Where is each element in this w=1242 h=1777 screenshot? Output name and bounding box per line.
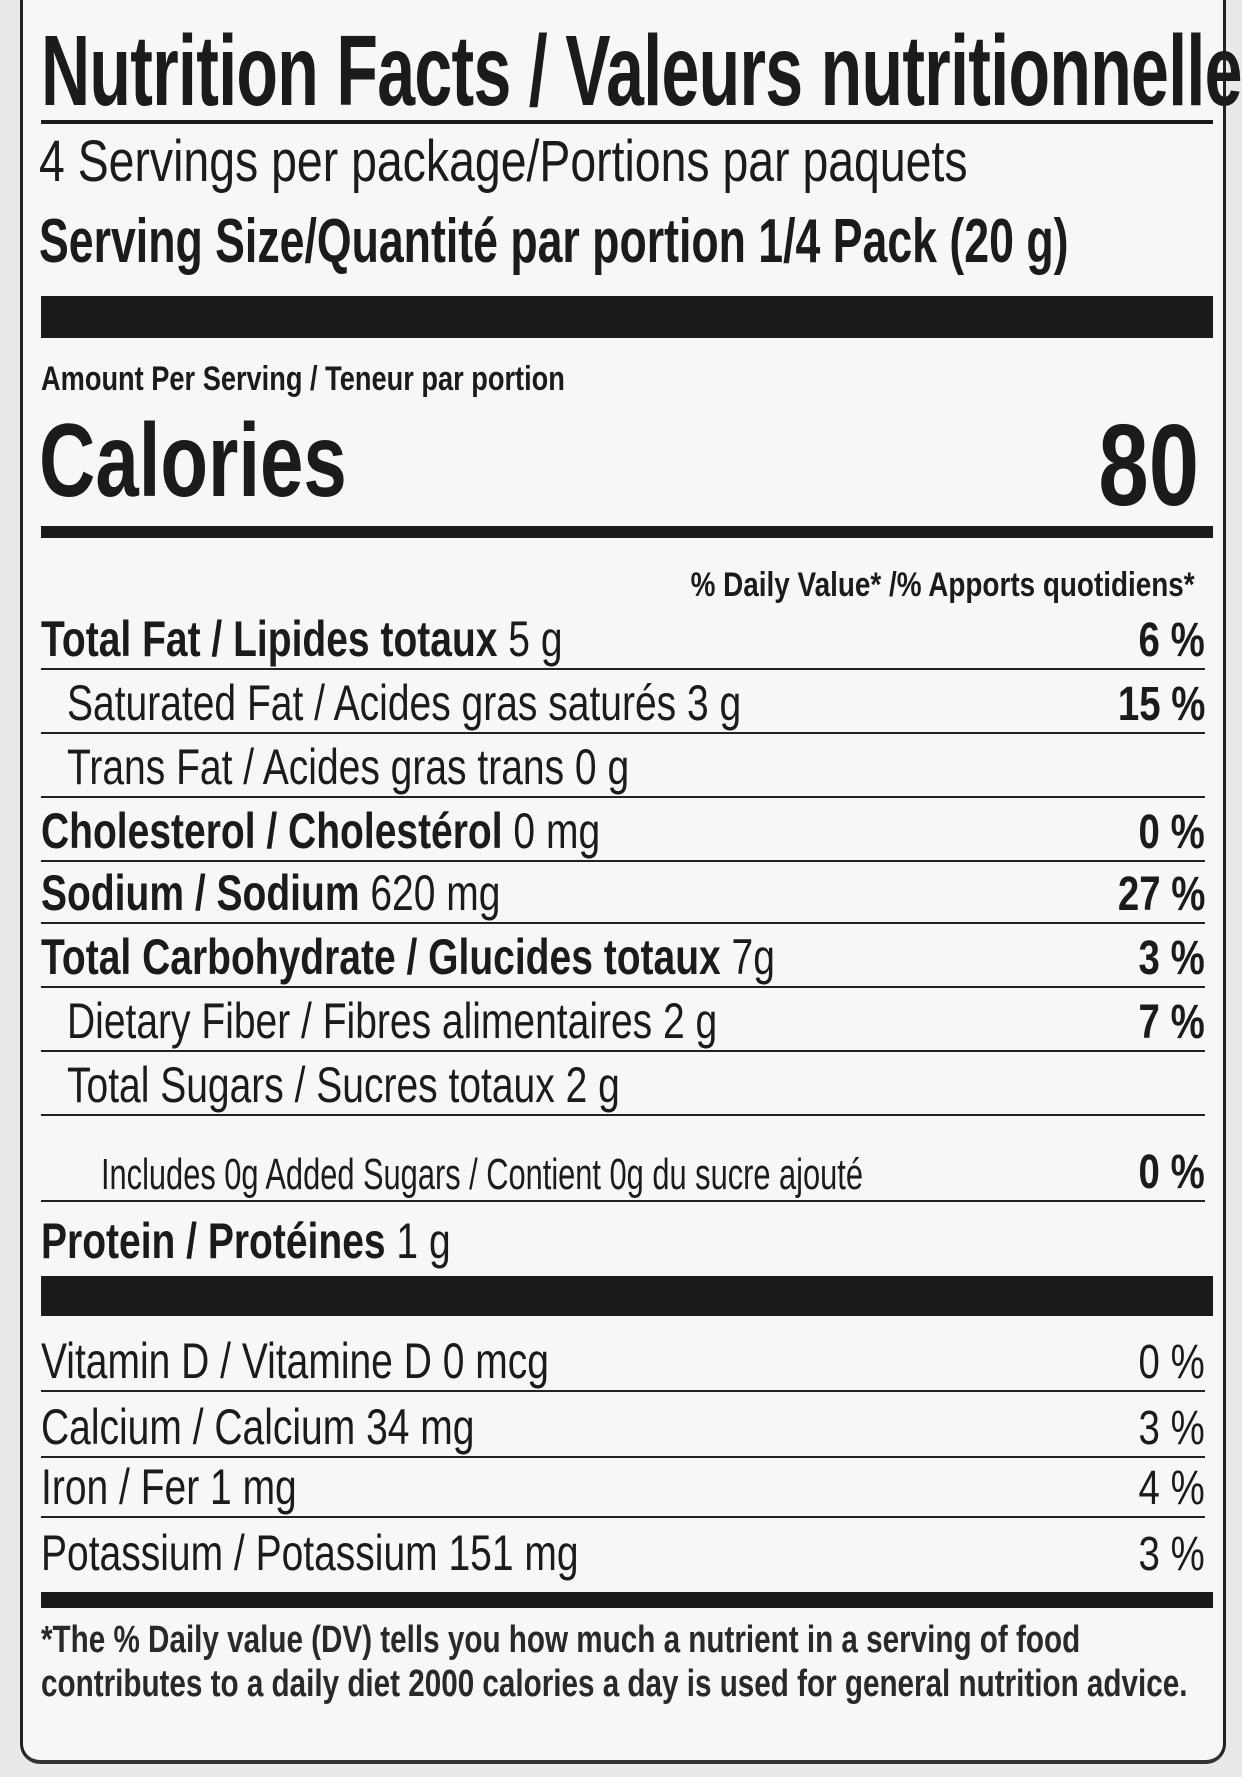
nutrient-amount: 1 g	[385, 1213, 451, 1269]
nutrient-row-cholesterol: Cholesterol / Cholestérol 0 mg 0 %	[41, 800, 1205, 862]
daily-value: 3 %	[1138, 1402, 1205, 1455]
vitamin-name: Iron / Fer 1 mg	[41, 1459, 297, 1515]
nutrient-amount: 5 g	[497, 611, 563, 667]
vitamin-row-calcium: Calcium / Calcium 34 mg 3 %	[41, 1396, 1205, 1458]
nutrient-amount: 0 mg	[502, 803, 601, 859]
nutrient-name: Protein / Protéines	[41, 1213, 386, 1269]
footnote: *The % Daily value (DV) tells you how mu…	[41, 1619, 1188, 1705]
daily-value: 0 %	[1138, 1336, 1205, 1389]
nutrient-amount: 7g	[720, 929, 775, 985]
nutrient-name: Saturated Fat / Acides gras saturés 3 g	[67, 675, 742, 731]
daily-value-header: % Daily Value* /% Apports quotidiens*	[690, 566, 1195, 604]
nutrient-name: Total Fat / Lipides totaux	[41, 611, 498, 667]
nutrient-row-carbohydrate: Total Carbohydrate / Glucides totaux 7g 3…	[41, 926, 1205, 988]
nutrient-row-trans-fat: Trans Fat / Acides gras trans 0 g	[41, 736, 1205, 798]
daily-value: 0 %	[1138, 806, 1205, 859]
medium-divider	[41, 1592, 1213, 1608]
nutrient-row-sugars: Total Sugars / Sucres totaux 2 g	[41, 1054, 1205, 1116]
nutrient-row-protein: Protein / Protéines 1 g	[41, 1210, 1205, 1270]
label-title: Nutrition Facts / Valeurs nutritionnelle…	[41, 15, 1242, 127]
nutrient-name: Dietary Fiber / Fibres alimentaires 2 g	[67, 993, 718, 1049]
daily-value: 3 %	[1138, 932, 1205, 985]
nutrient-row-added-sugars: Includes 0g Added Sugars / Contient 0g d…	[41, 1130, 1205, 1202]
daily-value: 0 %	[1138, 1146, 1205, 1199]
calories-label: Calories	[39, 403, 347, 519]
medium-divider	[41, 526, 1213, 538]
daily-value: 7 %	[1138, 996, 1205, 1049]
vitamin-name: Potassium / Potassium 151 mg	[41, 1525, 579, 1581]
nutrient-name: Total Sugars / Sucres totaux 2 g	[67, 1057, 620, 1113]
thick-divider	[41, 296, 1213, 338]
nutrient-name: Cholesterol / Cholestérol	[41, 803, 503, 859]
thick-divider	[41, 1276, 1213, 1316]
serving-size: Serving Size/Quantité par portion 1/4 Pa…	[39, 207, 1069, 276]
daily-value: 27 %	[1117, 868, 1205, 921]
nutrient-row-total-fat: Total Fat / Lipides totaux 5 g 6 %	[41, 608, 1205, 670]
nutrient-name: Trans Fat / Acides gras trans 0 g	[67, 739, 630, 795]
vitamin-name: Vitamin D / Vitamine D 0 mcg	[41, 1333, 549, 1389]
nutrient-row-sodium: Sodium / Sodium 620 mg 27 %	[41, 862, 1205, 924]
nutrient-name: Includes 0g Added Sugars / Contient 0g d…	[101, 1150, 863, 1199]
amount-per-serving: Amount Per Serving / Teneur par portion	[41, 360, 565, 398]
daily-value: 15 %	[1117, 678, 1205, 731]
vitamin-row-potassium: Potassium / Potassium 151 mg 3 %	[41, 1522, 1205, 1582]
nutrition-facts-label: Nutrition Facts / Valeurs nutritionnelle…	[20, 0, 1242, 1764]
daily-value: 3 %	[1138, 1528, 1205, 1581]
daily-value: 4 %	[1138, 1462, 1205, 1515]
daily-value: 6 %	[1138, 614, 1205, 667]
nutrient-amount: 620 mg	[359, 865, 501, 921]
vitamin-row-iron: Iron / Fer 1 mg 4 %	[41, 1456, 1205, 1518]
vitamin-name: Calcium / Calcium 34 mg	[41, 1399, 475, 1455]
vitamin-row-vitamin-d: Vitamin D / Vitamine D 0 mcg 0 %	[41, 1330, 1205, 1392]
divider	[41, 120, 1213, 124]
calories-value: 80	[1098, 400, 1199, 530]
nutrient-name: Sodium / Sodium	[41, 865, 360, 921]
nutrient-name: Total Carbohydrate / Glucides totaux	[41, 929, 721, 985]
nutrient-row-saturated-fat: Saturated Fat / Acides gras saturés 3 g 1…	[41, 672, 1205, 734]
servings-per-package: 4 Servings per package/Portions par paqu…	[39, 129, 968, 194]
nutrient-row-fiber: Dietary Fiber / Fibres alimentaires 2 g 7…	[41, 990, 1205, 1052]
